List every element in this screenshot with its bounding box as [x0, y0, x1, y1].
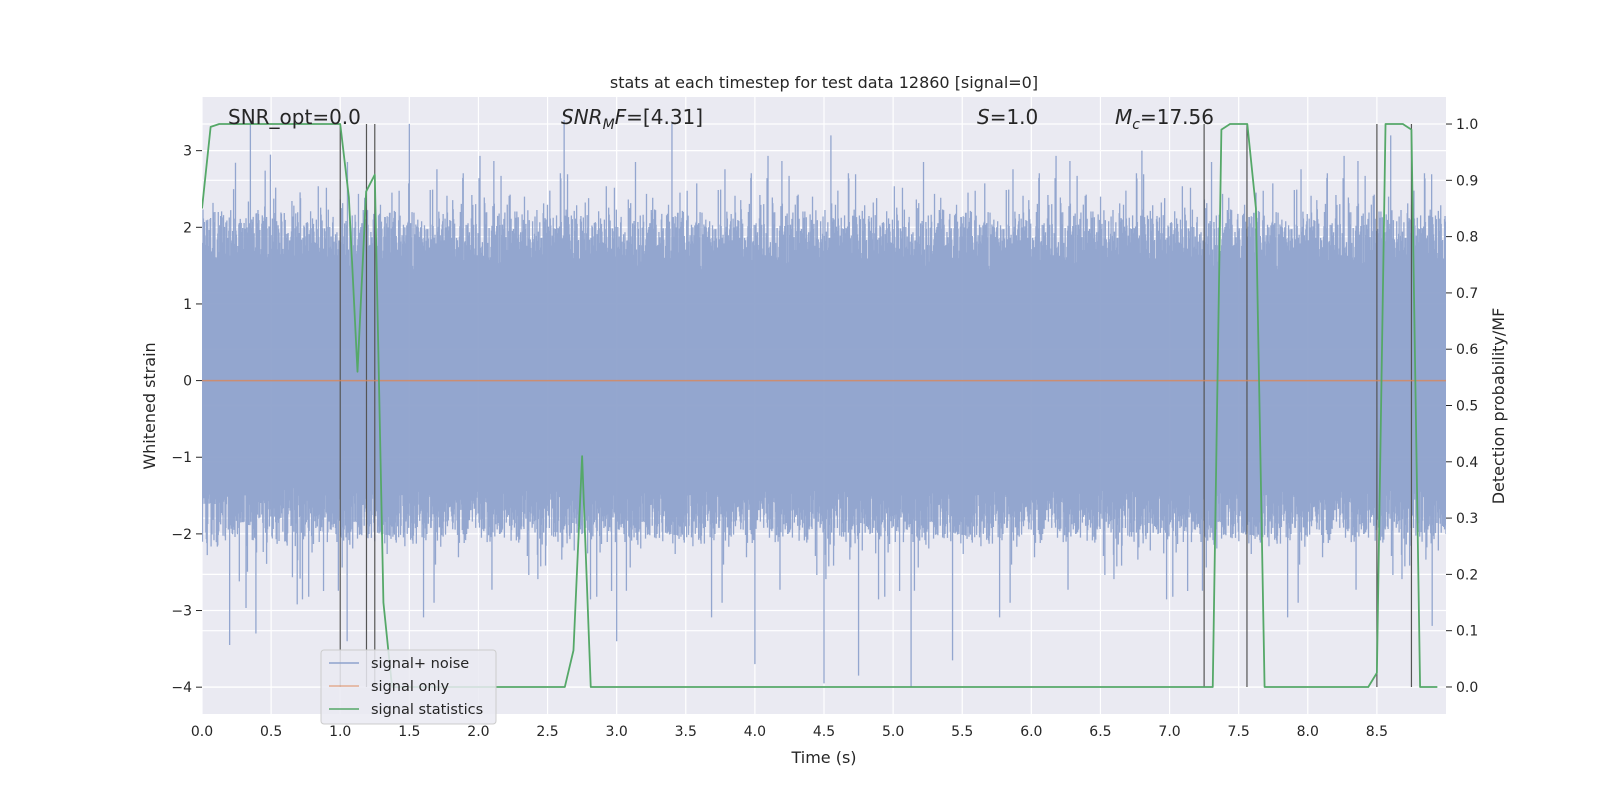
annotation-s: S=1.0 [977, 105, 1038, 129]
x-tick-label: 4.5 [813, 724, 835, 740]
x-tick-label: 1.0 [329, 724, 351, 740]
y2-tick-label: 0.2 [1456, 567, 1478, 583]
annotation-snr-opt: SNR_opt=0.0 [228, 105, 361, 129]
x-axis-ticks: 0.0 0.5 1.0 1.5 2.0 2.5 3.0 3.5 4.0 4.5 5.0 5.5 6.0 6… [191, 724, 1388, 740]
x-tick-label: 8.5 [1366, 724, 1388, 740]
x-tick-label: 5.5 [951, 724, 973, 740]
x-tick-label: 7.0 [1158, 724, 1180, 740]
y2-tick-label: 0.3 [1456, 511, 1478, 527]
x-tick-label: 6.5 [1089, 724, 1111, 740]
y2-tick-label: 0.1 [1456, 624, 1478, 640]
y-axis-label: Whitened strain [140, 342, 159, 469]
y-tick-label: 2 [183, 220, 192, 236]
y-tick-label: −4 [171, 680, 192, 696]
legend-label-stats: signal statistics [371, 702, 483, 718]
y-tick-label: −3 [171, 604, 192, 620]
y2-tick-label: 0.5 [1456, 399, 1478, 415]
y2-tick-label: 0.0 [1456, 680, 1478, 696]
y-tick-label: 0 [183, 374, 192, 390]
y2-tick-label: 0.6 [1456, 342, 1478, 358]
x-tick-label: 0.0 [191, 724, 213, 740]
x-tick-label: 7.5 [1228, 724, 1250, 740]
x-tick-label: 2.0 [467, 724, 489, 740]
y2-tick-label: 0.4 [1456, 455, 1478, 471]
legend-box [320, 649, 497, 725]
x-tick-label: 3.5 [675, 724, 697, 740]
x-tick-label: 8.0 [1297, 724, 1319, 740]
y-axis-ticks: 3 2 1 0 −1 −2 −3 −4 [171, 144, 202, 696]
y2-tick-label: 0.8 [1456, 230, 1478, 246]
y-tick-label: −2 [171, 527, 192, 543]
chart-title: stats at each timestep for test data 128… [610, 73, 1038, 92]
annotation-snr-mf: SNRMF=[4.31] [561, 105, 703, 133]
line-series-layer [202, 123, 1446, 688]
y2-tick-label: 1.0 [1456, 117, 1478, 133]
y2-tick-label: 0.9 [1456, 173, 1478, 189]
y-tick-label: 1 [183, 297, 192, 313]
y-tick-label: −1 [171, 450, 192, 466]
y2-axis-ticks: 1.0 0.9 0.8 0.7 0.6 0.5 0.4 0.3 0.2 0.1 0.0 [1446, 117, 1478, 696]
legend-label-noise: signal+ noise [371, 656, 469, 672]
x-tick-label: 0.5 [260, 724, 282, 740]
y-tick-label: 3 [183, 144, 192, 160]
y2-axis-label: Detection probability/MF [1489, 308, 1508, 505]
x-tick-label: 4.0 [744, 724, 766, 740]
signal-statistics-line [202, 123, 1438, 688]
legend-label-signal: signal only [371, 679, 450, 695]
x-tick-label: 6.0 [1020, 724, 1042, 740]
annotation-mc: Mc=17.56 [1115, 105, 1214, 133]
y2-tick-label: 0.7 [1456, 286, 1478, 302]
legend: signal+ noise signal only signal statist… [320, 649, 497, 725]
x-tick-label: 1.5 [398, 724, 420, 740]
x-tick-label: 5.0 [882, 724, 904, 740]
annotations: SNR_opt=0.0 SNRMF=[4.31] S=1.0 Mc=17.56 [228, 105, 1214, 133]
x-tick-label: 2.5 [536, 724, 558, 740]
x-axis-label: Time (s) [790, 748, 856, 767]
x-tick-label: 3.0 [606, 724, 628, 740]
